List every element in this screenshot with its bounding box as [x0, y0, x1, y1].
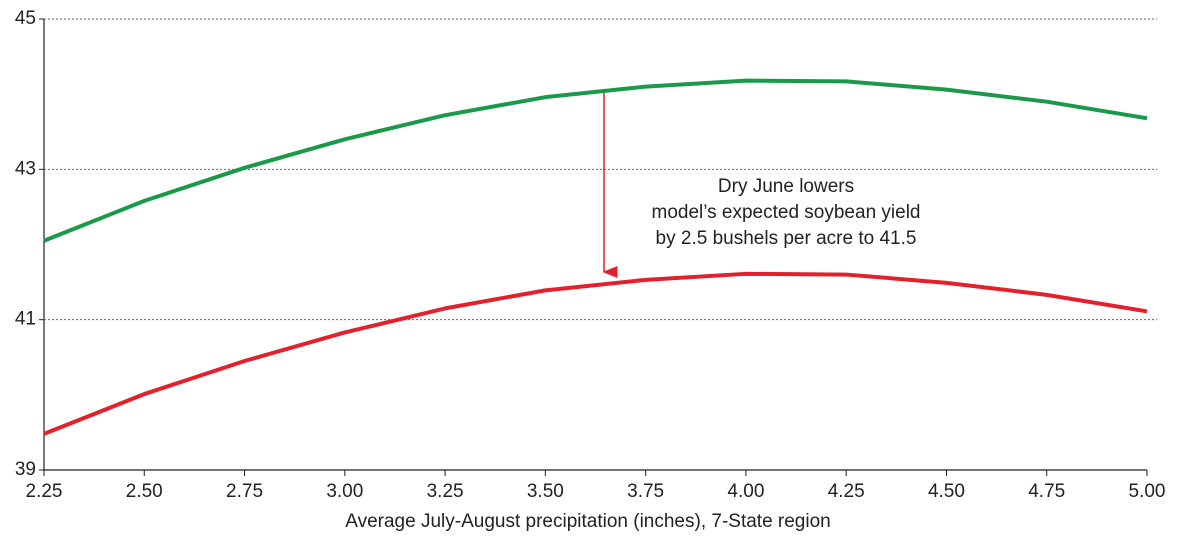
x-tick-label: 4.75 [1028, 481, 1065, 502]
x-tick-label: 4.00 [727, 481, 764, 502]
y-tick-label: 39 [15, 459, 36, 480]
x-tick-label: 5.00 [1129, 481, 1166, 502]
x-tick-label: 3.75 [627, 481, 664, 502]
x-tick-label: 2.50 [126, 481, 163, 502]
annotation: model’s expected soybean yield [652, 202, 921, 223]
y-tick-label: 43 [15, 158, 36, 179]
x-tick-label: 2.75 [226, 481, 263, 502]
y-tick-label: 41 [15, 309, 36, 330]
x-tick-label: 3.50 [527, 481, 564, 502]
x-axis-label: Average July-August precipitation (inche… [345, 511, 830, 532]
x-tick-label: 3.00 [326, 481, 363, 502]
x-tick-label: 4.25 [828, 481, 865, 502]
x-tick-label: 2.25 [26, 481, 63, 502]
x-tick-label: 4.50 [928, 481, 965, 502]
line-series [43, 271, 1148, 436]
y-tick-label: 45 [15, 8, 36, 29]
line-series [43, 78, 1148, 243]
x-tick-label: 3.25 [427, 481, 464, 502]
annotation: by 2.5 bushels per acre to 41.5 [656, 228, 917, 249]
annotation: Dry June lowers [718, 176, 854, 197]
